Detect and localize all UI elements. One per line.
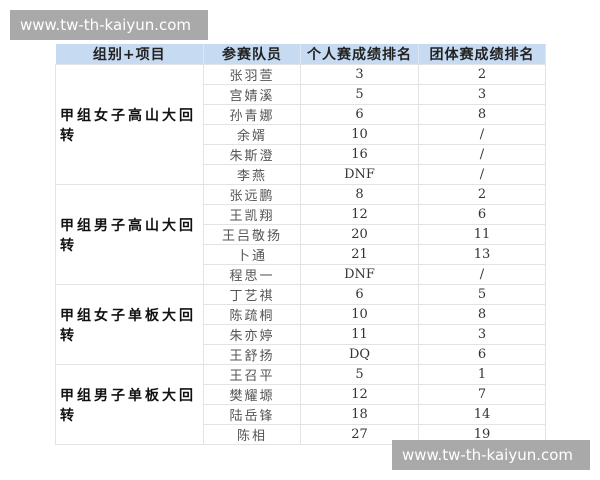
team-rank-cell: 3 (418, 324, 546, 345)
table-row: 甲组女子单板大回转 丁艺祺 6 5 (55, 284, 546, 365)
individual-rank-cell: 6 (300, 284, 419, 305)
team-rank-cell: 6 (418, 344, 546, 365)
athlete-cell: 张远鹏 (203, 184, 301, 205)
team-rank-cell: 11 (418, 224, 546, 245)
watermark-bottom: www.tw-th-kaiyun.com (392, 440, 590, 470)
header-team-rank: 团体赛成绩排名 (418, 44, 546, 65)
team-rank-cell: 7 (418, 384, 546, 405)
group-cell: 甲组男子单板大回转 (55, 364, 204, 445)
athlete-cell: 陆岳锋 (203, 404, 301, 425)
team-rank-cell: / (418, 264, 546, 285)
table-row: 甲组男子单板大回转 王召平 5 1 (55, 364, 546, 445)
team-rank-cell: 1 (418, 364, 546, 385)
athlete-cell: 朱亦婷 (203, 324, 301, 345)
individual-rank-cell: DNF (300, 164, 419, 185)
athlete-cell: 王吕敬扬 (203, 224, 301, 245)
team-rank-cell: 2 (418, 64, 546, 85)
table-row: 陆岳锋 18 14 (56, 404, 546, 425)
table-row: 甲组男子高山大回转 张远鹏 8 2 (55, 184, 546, 285)
table-row: 陈相 27 19 (56, 424, 546, 445)
team-rank-cell: / (418, 144, 546, 165)
individual-rank-cell: DNF (300, 264, 419, 285)
individual-rank-cell: 5 (300, 364, 419, 385)
athlete-cell: 陈相 (203, 424, 301, 445)
table-row: 卜通 21 13 (56, 244, 546, 265)
team-rank-cell: 8 (418, 304, 546, 325)
athlete-cell: 朱斯澄 (203, 144, 301, 165)
table-row: 王舒扬 DQ 6 (56, 344, 546, 365)
table-row: 甲组女子高山大回转 张羽萱 3 2 (55, 64, 546, 185)
team-rank-cell: 3 (418, 84, 546, 105)
individual-rank-cell: 6 (300, 104, 419, 125)
table-row: 樊耀塬 12 7 (56, 384, 546, 405)
team-rank-cell: 14 (418, 404, 546, 425)
header-group: 组别+项目 (55, 44, 204, 65)
individual-rank-cell: 8 (300, 184, 419, 205)
athlete-cell: 张羽萱 (203, 64, 301, 85)
table-row: 程思一 DNF / (56, 264, 546, 285)
athlete-cell: 程思一 (203, 264, 301, 285)
team-rank-cell: 19 (418, 424, 546, 445)
table-row: 孙青娜 6 8 (56, 104, 546, 125)
team-rank-cell: 5 (418, 284, 546, 305)
group-cell: 甲组女子高山大回转 (55, 64, 204, 185)
athlete-cell: 李燕 (203, 164, 301, 185)
individual-rank-cell: 10 (300, 124, 419, 145)
group-cell: 甲组男子高山大回转 (55, 184, 204, 285)
team-rank-cell: 13 (418, 244, 546, 265)
individual-rank-cell: 3 (300, 64, 419, 85)
athlete-cell: 王舒扬 (203, 344, 301, 365)
athlete-cell: 陈疏桐 (203, 304, 301, 325)
athlete-cell: 丁艺祺 (203, 284, 301, 305)
athlete-cell: 王召平 (203, 364, 301, 385)
individual-rank-cell: 11 (300, 324, 419, 345)
individual-rank-cell: 18 (300, 404, 419, 425)
athlete-cell: 宫婧溪 (203, 84, 301, 105)
watermark-top: www.tw-th-kaiyun.com (10, 10, 208, 40)
table-row: 余婿 10/ (56, 124, 546, 145)
table-row: 李燕 DNF / (56, 164, 546, 185)
athlete-cell: 孙青娜 (203, 104, 301, 125)
athlete-cell: 王凯翔 (203, 204, 301, 225)
team-rank-cell: 6 (418, 204, 546, 225)
individual-rank-cell: 21 (300, 244, 419, 265)
individual-rank-cell: 10 (300, 304, 419, 325)
athlete-cell: 卜通 (203, 244, 301, 265)
team-rank-cell: / (418, 164, 546, 185)
results-table: 组别+项目 参赛队员 个人赛成绩排名 团体赛成绩排名 甲组女子高山大回转 张羽萱 3… (55, 44, 546, 445)
table-row: 王凯翔 12 6 (56, 204, 546, 225)
athlete-cell: 樊耀塬 (203, 384, 301, 405)
athlete-cell: 余婿 (203, 124, 301, 145)
team-rank-cell: / (418, 124, 546, 145)
header-row: 组别+项目 参赛队员 个人赛成绩排名 团体赛成绩排名 (55, 44, 546, 65)
individual-rank-cell: 12 (300, 204, 419, 225)
individual-rank-cell: 12 (300, 384, 419, 405)
individual-rank-cell: 27 (300, 424, 419, 445)
individual-rank-cell: 16 (300, 144, 419, 165)
group-cell: 甲组女子单板大回转 (55, 284, 204, 365)
header-athlete: 参赛队员 (203, 44, 301, 65)
individual-rank-cell: DQ (300, 344, 419, 365)
team-rank-cell: 2 (418, 184, 546, 205)
individual-rank-cell: 5 (300, 84, 419, 105)
individual-rank-cell: 20 (300, 224, 419, 245)
table-row: 朱亦婷 11 3 (56, 324, 546, 345)
header-individual-rank: 个人赛成绩排名 (300, 44, 419, 65)
team-rank-cell: 8 (418, 104, 546, 125)
